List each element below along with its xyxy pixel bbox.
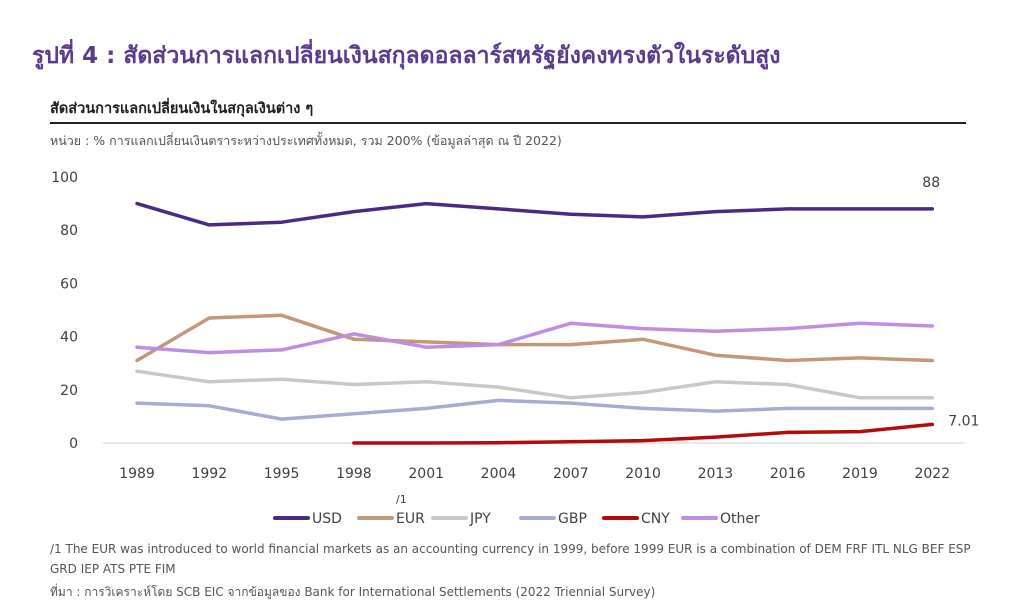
x-tick-label: 2007 <box>553 466 589 482</box>
x-tick-label: 1992 <box>191 466 227 482</box>
legend-label-cny: CNY <box>641 511 670 527</box>
series-line-eur <box>135 313 935 363</box>
unit-note: หน่วย : % การแลกเปลี่ยนเงินตราระหว่างประ… <box>50 133 562 148</box>
y-tick-label: 80 <box>60 223 78 239</box>
legend-label-other: Other <box>720 511 760 527</box>
source-note: ที่มา : การวิเคราะห์โดย SCB EIC จากข้อมู… <box>50 585 656 599</box>
y-tick-label: 0 <box>69 436 78 452</box>
legend-label-gbp: GBP <box>558 511 587 527</box>
x-tick-label: 2019 <box>842 466 878 482</box>
data-label-usd: 88 <box>922 175 940 191</box>
x-tick-label: 1989 <box>119 466 155 482</box>
y-tick-label: 60 <box>60 276 78 292</box>
page-title: รูปที่ 4 : สัดส่วนการแลกเปลี่ยนเงินสกุลด… <box>32 43 781 69</box>
y-tick-label: 20 <box>60 383 78 399</box>
legend-label-jpy: JPY <box>469 511 491 527</box>
x-tick-label: 1995 <box>264 466 300 482</box>
legend-label-usd: USD <box>312 511 342 527</box>
x-tick-label: 2010 <box>625 466 661 482</box>
x-tick-label: 1998 <box>336 466 372 482</box>
x-tick-label: 2022 <box>914 466 950 482</box>
subtitle-divider <box>50 122 966 124</box>
x-tick-label: 2001 <box>408 466 444 482</box>
x-tick-label: 2013 <box>698 466 734 482</box>
x-tick-label: 2016 <box>770 466 806 482</box>
data-label-cny: 7.01 <box>948 413 979 429</box>
y-tick-label: 40 <box>60 330 78 346</box>
series-line-jpy <box>135 369 935 400</box>
y-tick-label: 100 <box>51 170 78 186</box>
line-chart: 0 20 40 60 80 100 1989 1992 1995 1998 2001 2004 2007… <box>51 170 979 527</box>
legend-label-eur: EUR <box>396 511 425 527</box>
series-line-usd <box>135 201 935 227</box>
legend-footnote-marker: /1 <box>396 493 407 506</box>
x-tick-label: 2004 <box>481 466 517 482</box>
series-line-gbp <box>135 398 935 421</box>
series-line-cny <box>352 422 935 445</box>
series-line-other <box>135 321 935 355</box>
chart-subtitle: สัดส่วนการแลกเปลี่ยนเงินในสกุลเงินต่าง ๆ <box>50 101 314 117</box>
footnote: /1 The EUR was introduced to world finan… <box>50 542 971 576</box>
